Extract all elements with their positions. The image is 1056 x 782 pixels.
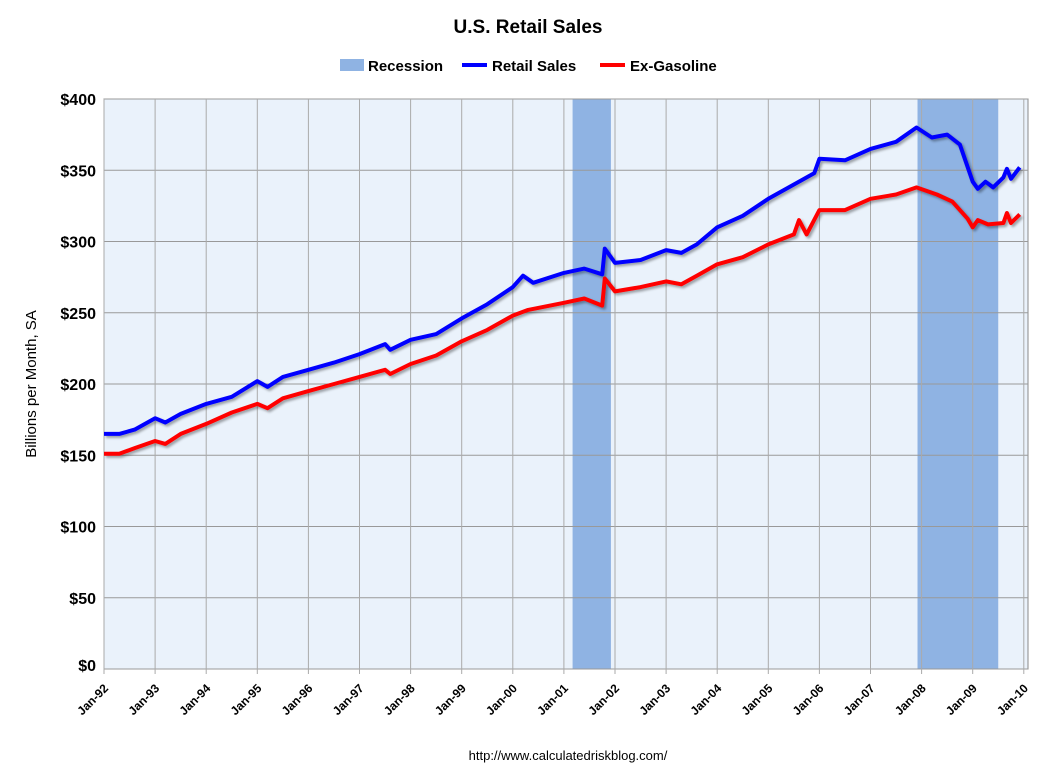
y-tick-label: $300 bbox=[60, 235, 96, 252]
x-tick-label: Jan-98 bbox=[381, 681, 418, 718]
x-tick-label: Jan-02 bbox=[585, 681, 622, 718]
legend-label-exgas: Ex-Gasoline bbox=[630, 58, 717, 75]
y-tick-label: $100 bbox=[60, 520, 96, 537]
x-tick-label: Jan-03 bbox=[636, 681, 673, 718]
x-tick-label: Jan-06 bbox=[790, 681, 827, 718]
x-tick-label: Jan-94 bbox=[177, 681, 214, 718]
y-tick-label: $150 bbox=[60, 448, 96, 465]
y-tick-label: $400 bbox=[60, 92, 96, 109]
legend: Recession Retail Sales Ex-Gasoline bbox=[340, 58, 717, 75]
series-line-ex-gasoline bbox=[104, 185, 1022, 456]
y-tick-label: $350 bbox=[60, 163, 96, 180]
x-tick-label: Jan-09 bbox=[943, 681, 980, 718]
x-tick-label: Jan-97 bbox=[330, 681, 367, 718]
x-tick-label: Jan-99 bbox=[432, 681, 469, 718]
x-tick-label: Jan-05 bbox=[739, 681, 776, 718]
x-tick-label: Jan-08 bbox=[892, 681, 929, 718]
x-tick-label: Jan-96 bbox=[279, 681, 316, 718]
legend-label-recession: Recession bbox=[368, 58, 443, 75]
x-tick-label: Jan-92 bbox=[74, 681, 111, 718]
legend-swatch-recession bbox=[340, 59, 364, 71]
legend-label-retail: Retail Sales bbox=[492, 58, 576, 75]
y-axis-label: Billions per Month, SA bbox=[23, 310, 40, 458]
x-tick-label: Jan-07 bbox=[841, 681, 878, 718]
y-tick-label: $200 bbox=[60, 377, 96, 394]
x-tick-label: Jan-10 bbox=[994, 681, 1031, 718]
x-tick-label: Jan-95 bbox=[228, 681, 265, 718]
chart-title: U.S. Retail Sales bbox=[454, 17, 603, 38]
y-tick-label: $50 bbox=[69, 591, 96, 608]
x-tick-label: Jan-00 bbox=[483, 681, 520, 718]
y-tick-label: $0 bbox=[78, 658, 96, 675]
x-tick-label: Jan-93 bbox=[125, 681, 162, 718]
source-url: http://www.calculatedriskblog.com/ bbox=[469, 748, 668, 763]
x-tick-label: Jan-01 bbox=[534, 681, 571, 718]
series-line-retail-sales bbox=[104, 125, 1022, 436]
x-tick-label: Jan-04 bbox=[688, 681, 725, 718]
y-tick-label: $250 bbox=[60, 306, 96, 323]
